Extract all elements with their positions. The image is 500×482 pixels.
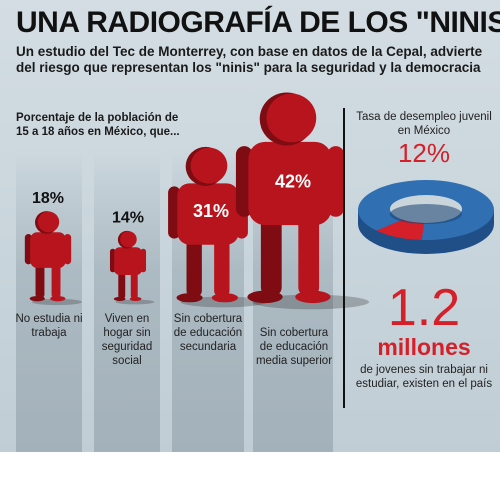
- stat-description: de jovenes sin trabajar ni estudiar, exi…: [355, 364, 493, 390]
- stat-number: 1.2: [387, 279, 461, 337]
- figure-head: [120, 231, 137, 248]
- figure-arm-right: [327, 146, 345, 217]
- figure-foot-right: [129, 296, 142, 302]
- figure-4: [235, 92, 370, 310]
- category-label-1: No estudia ni trabaja: [15, 313, 83, 339]
- figure-3: [168, 146, 267, 308]
- figure-foot-left: [176, 293, 203, 303]
- figure-foot-right: [211, 293, 238, 303]
- unemployment-title: Tasa de desempleo juvenil en México: [356, 111, 492, 137]
- figure-arm-right: [64, 234, 72, 265]
- figure-torso: [114, 247, 142, 276]
- unemployment-value: 12%: [397, 138, 451, 168]
- figure-torso: [248, 141, 332, 226]
- figure-leg-right: [51, 264, 61, 299]
- figure-leg-right: [130, 272, 138, 299]
- figures-chart: 18% 14% 31% 42%: [24, 92, 494, 310]
- figure-shadow: [31, 298, 82, 306]
- subtitle: Un estudio del Tec de Monterrey, con bas…: [16, 44, 483, 75]
- figure-head: [266, 93, 317, 143]
- stripe-2: [94, 150, 160, 452]
- value-label-3: 31%: [193, 201, 229, 221]
- chart-heading: Porcentaje de la población de 15 a 18 añ…: [16, 112, 180, 138]
- value-label-4: 42%: [275, 172, 311, 192]
- figure-foot-left: [113, 296, 126, 302]
- figure-leg-right: [298, 216, 320, 296]
- stripe-1: [16, 150, 82, 452]
- infographic-panel: UNA RADIOGRAFÍA DE LOS "NINIS" Un estudi…: [0, 0, 500, 452]
- figure-head: [190, 147, 228, 184]
- value-label-2: 14%: [112, 210, 144, 227]
- figure-leg-left: [186, 238, 202, 297]
- figure-2: [109, 230, 155, 305]
- figure-foot-left: [247, 290, 283, 304]
- page-title: UNA RADIOGRAFÍA DE LOS "NINIS": [16, 6, 500, 39]
- figure-leg-right: [214, 238, 230, 297]
- section-divider: [343, 108, 345, 408]
- value-label-1: 18%: [32, 190, 64, 207]
- figure-shadow: [115, 299, 155, 305]
- figure-torso: [177, 183, 239, 245]
- figure-foot-left: [29, 295, 45, 302]
- donut-hole-shade: [390, 204, 462, 224]
- figure-1: [24, 211, 82, 306]
- figure-torso: [30, 232, 66, 268]
- figure-foot-right: [295, 290, 331, 304]
- figure-foot-right: [50, 295, 66, 302]
- category-label-4: Sin cobertura de educación media superio…: [255, 327, 333, 367]
- category-label-2: Viven en hogar sin seguridad social: [101, 313, 153, 367]
- figure-head: [37, 211, 60, 233]
- category-label-3: Sin cobertura de educación secundaria: [173, 313, 243, 353]
- figure-leg-left: [260, 216, 282, 296]
- figure-leg-left: [118, 272, 126, 299]
- stat-unit: millones: [377, 334, 471, 360]
- figure-leg-left: [35, 264, 45, 299]
